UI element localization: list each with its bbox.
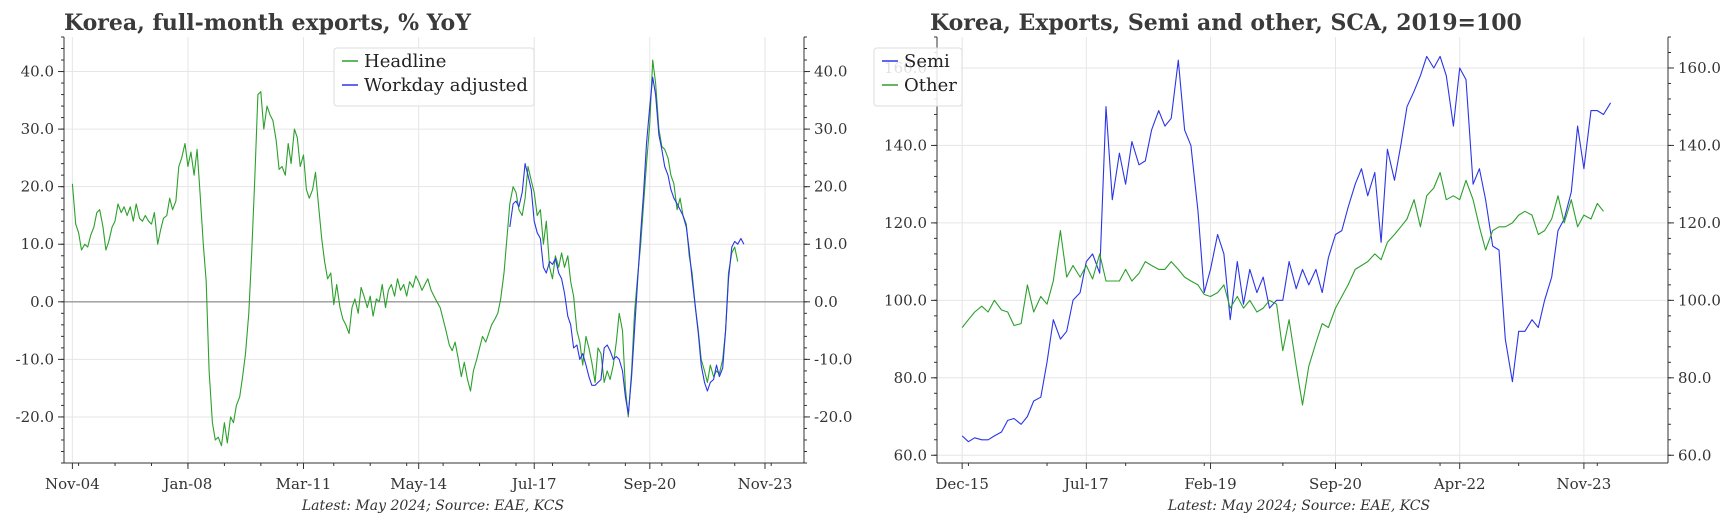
left-ytick-right-4: 0.0	[814, 293, 838, 311]
right-ytick-left-3: 100.0	[884, 291, 927, 309]
right-legend-box	[873, 47, 963, 107]
right-chart-footnote: Latest: May 2024; Source: EAE, KCS	[1167, 498, 1431, 514]
right-ytick-left-1: 140.0	[884, 136, 927, 154]
right-chart-title: Korea, Exports, Semi and other, SCA, 201…	[930, 10, 1522, 36]
right-ytick-left-5: 60.0	[894, 446, 927, 464]
right-chart-svg: 160.0140.0120.0100.080.060.0160.0140.012…	[873, 36, 1721, 493]
left-ytick-right-6: -20.0	[814, 408, 852, 426]
left-series-headline	[71, 59, 739, 447]
left-ytick-left-2: 20.0	[21, 178, 54, 196]
left-xtick-1: Jan-08	[162, 475, 213, 493]
left-chart-svg: 40.0 30.0 20.0 10.0 0.0 -10.0 -20.0 40.0 30.0 20.…	[16, 36, 852, 493]
right-ytick-right-5: 60.0	[1678, 446, 1711, 464]
right-chart-panel: Korea, Exports, Semi and other, SCA, 201…	[866, 0, 1732, 523]
left-legend-label-1: Workday adjusted	[364, 75, 528, 96]
left-chart-title: Korea, full-month exports, % YoY	[64, 10, 471, 36]
left-ytick-left-0: 40.0	[21, 63, 54, 81]
right-ytick-right-3: 100.0	[1678, 291, 1721, 309]
right-legend-label-1: Other	[904, 75, 957, 96]
left-xtick-5: Sep-20	[623, 475, 676, 493]
left-legend-box	[333, 47, 535, 107]
right-ytick-right-0: 160.0	[1678, 59, 1721, 77]
left-xtick-6: Nov-23	[738, 475, 793, 493]
left-ytick-right-0: 40.0	[814, 63, 847, 81]
left-ytick-left-4: 0.0	[30, 293, 54, 311]
right-xtick-0: Dec-15	[935, 475, 988, 493]
left-chart-footnote: Latest: May 2024; Source: EAE, KCS	[301, 498, 565, 514]
left-legend: Headline Workday adjusted	[333, 47, 535, 107]
left-ytick-right-2: 20.0	[814, 178, 847, 196]
right-xtick-3: Sep-20	[1309, 475, 1362, 493]
right-legend-label-0: Semi	[904, 51, 950, 72]
left-xtick-0: Nov-04	[45, 475, 100, 493]
right-ytick-left-4: 80.0	[894, 369, 927, 387]
right-xtick-5: Nov-23	[1556, 475, 1611, 493]
left-ytick-right-1: 30.0	[814, 120, 847, 138]
left-ytick-left-3: 10.0	[21, 235, 54, 253]
left-ytick-left-1: 30.0	[21, 120, 54, 138]
right-series-semi	[961, 55, 1612, 443]
right-ytick-left-2: 120.0	[884, 214, 927, 232]
left-xtick-3: May-14	[390, 475, 447, 493]
left-xtick-4: Jul-17	[510, 475, 557, 493]
left-legend-label-0: Headline	[364, 51, 446, 72]
right-xtick-1: Jul-17	[1062, 475, 1109, 493]
left-ytick-left-6: -20.0	[16, 408, 54, 426]
right-series-other	[961, 171, 1604, 406]
left-xtick-2: Mar-11	[276, 475, 332, 493]
left-ytick-left-5: -10.0	[16, 350, 54, 368]
left-series-workday-adjusted	[509, 76, 745, 415]
left-chart-panel: Korea, full-month exports, % YoY 40.0 30.…	[0, 0, 866, 523]
left-ytick-right-3: 10.0	[814, 235, 847, 253]
right-ytick-right-2: 120.0	[1678, 214, 1721, 232]
right-ytick-right-4: 80.0	[1678, 369, 1711, 387]
right-xtick-2: Feb-19	[1184, 475, 1236, 493]
left-ytick-right-5: -10.0	[814, 350, 852, 368]
right-legend: Semi Other	[873, 47, 963, 107]
right-xtick-4: Apr-22	[1433, 475, 1486, 493]
right-ytick-right-1: 140.0	[1678, 136, 1721, 154]
